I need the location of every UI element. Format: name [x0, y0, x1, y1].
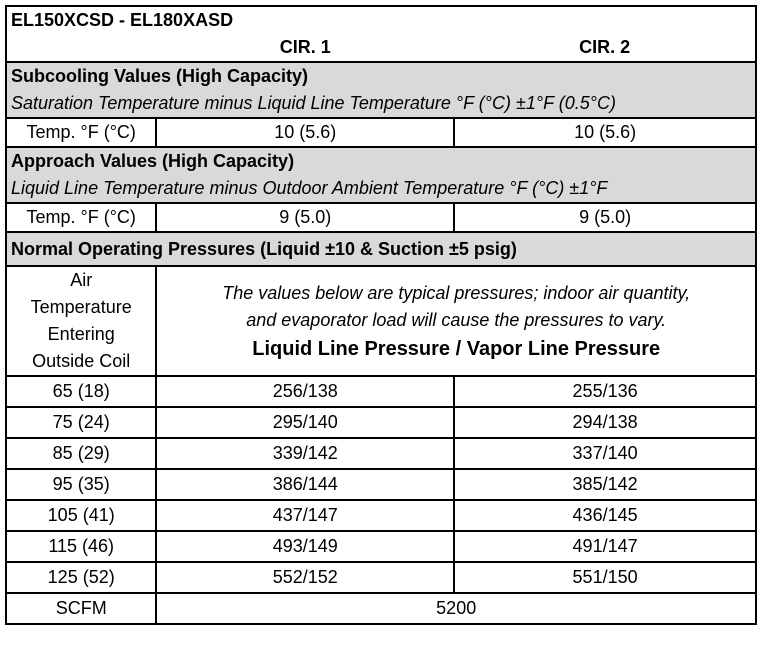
table-row: 115 (46) 493/149 491/147	[4, 530, 757, 563]
cir2-header: CIR. 2	[454, 34, 757, 63]
table-row: 75 (24) 295/140 294/138	[4, 406, 757, 439]
pressures-heading-row: Normal Operating Pressures (Liquid ±10 &…	[5, 231, 757, 266]
approach-row-label: Temp. °F (°C)	[4, 202, 158, 233]
table-row: 105 (41) 437/147 436/145	[4, 499, 757, 532]
approach-values-row: Temp. °F (°C) 9 (5.0) 9 (5.0)	[4, 202, 757, 233]
approach-description-row: Liquid Line Temperature minus Outdoor Am…	[5, 175, 757, 204]
title-row: EL150XCSD - EL180XASD	[5, 5, 757, 34]
subcooling-heading-row: Subcooling Values (High Capacity)	[5, 61, 757, 90]
approach-description: Liquid Line Temperature minus Outdoor Am…	[5, 175, 757, 204]
subcooling-description-row: Saturation Temperature minus Liquid Line…	[5, 90, 757, 119]
pressures-heading: Normal Operating Pressures (Liquid ±10 &…	[5, 231, 757, 266]
table-row: 85 (29) 339/142 337/140	[4, 437, 757, 470]
approach-cir1: 9 (5.0)	[155, 202, 456, 233]
note-line-2: and evaporator load will cause the press…	[246, 309, 667, 330]
circuit-header-row: CIR. 1 CIR. 2	[4, 34, 757, 63]
scfm-row: SCFM 5200	[4, 592, 757, 625]
charging-table: EL150XCSD - EL180XASD CIR. 1 CIR. 2 Subc…	[4, 5, 757, 625]
pressures-note: The values below are typical pressures; …	[155, 265, 757, 377]
table-title: EL150XCSD - EL180XASD	[5, 5, 757, 34]
subcooling-row-label: Temp. °F (°C)	[4, 117, 158, 148]
note-line-1: The values below are typical pressures; …	[222, 282, 691, 303]
subcooling-cir2: 10 (5.6)	[453, 117, 757, 148]
air-temperature-label: Air Temperature Entering Outside Coil	[4, 265, 158, 377]
cir1-header: CIR. 1	[156, 34, 455, 63]
subcooling-description: Saturation Temperature minus Liquid Line…	[5, 90, 757, 119]
subcooling-values-row: Temp. °F (°C) 10 (5.6) 10 (5.6)	[4, 117, 757, 148]
approach-heading-row: Approach Values (High Capacity)	[5, 146, 757, 175]
note-bold: Liquid Line Pressure / Vapor Line Pressu…	[252, 337, 661, 360]
subcooling-heading: Subcooling Values (High Capacity)	[5, 61, 757, 90]
table-row: 65 (18) 256/138 255/136	[4, 375, 757, 408]
scfm-value: 5200	[155, 592, 757, 625]
subcooling-cir1: 10 (5.6)	[155, 117, 456, 148]
approach-heading: Approach Values (High Capacity)	[5, 146, 757, 175]
table-row: 125 (52) 552/152 551/150	[4, 561, 757, 594]
approach-cir2: 9 (5.0)	[453, 202, 757, 233]
table-row: 95 (35) 386/144 385/142	[4, 468, 757, 501]
pressures-subheader-row: Air Temperature Entering Outside Coil Th…	[4, 265, 757, 377]
scfm-label: SCFM	[4, 592, 158, 625]
